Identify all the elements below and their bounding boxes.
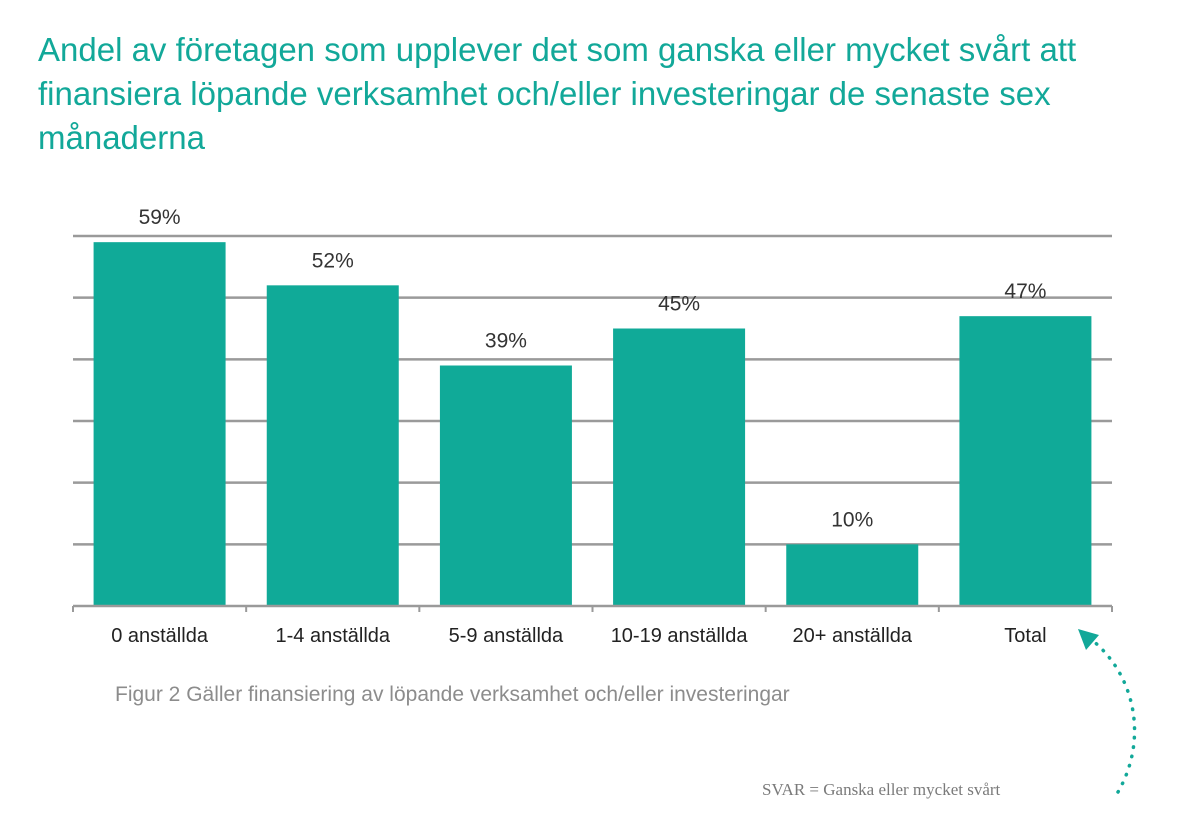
- bars: [93, 242, 1092, 606]
- bar: [786, 544, 919, 606]
- value-label: 45%: [658, 293, 700, 316]
- gridlines: [73, 234, 1112, 546]
- value-label: 47%: [1004, 280, 1046, 303]
- figure-caption: Figur 2 Gäller finansiering av löpande v…: [115, 683, 790, 706]
- x-tick-label: Total: [1004, 625, 1046, 647]
- value-labels: 59% 52% 39% 45% 10% 47%: [139, 206, 1047, 531]
- x-tick-label: 20+ anställda: [792, 625, 912, 647]
- bar: [93, 242, 226, 606]
- value-label: 10%: [831, 508, 873, 531]
- x-axis: [72, 604, 1113, 612]
- dotted-arrow-icon: [1078, 629, 1137, 794]
- x-tick-labels: 0 anställda 1-4 anställda 5-9 anställda 10-…: [111, 625, 1046, 647]
- bar: [266, 285, 399, 606]
- x-tick-label: 1-4 anställda: [275, 625, 390, 647]
- x-tick-label: 5-9 anställda: [449, 625, 564, 647]
- x-tick-label: 0 anställda: [111, 625, 209, 647]
- chart-title: Andel av företagen som upplever det som …: [38, 31, 1077, 156]
- bar: [613, 328, 746, 606]
- answer-note: SVAR = Ganska eller mycket svårt: [762, 780, 1001, 799]
- x-tick-label: 10-19 anställda: [611, 625, 749, 647]
- bar: [439, 365, 572, 606]
- value-label: 39%: [485, 330, 527, 353]
- value-label: 59%: [139, 206, 181, 229]
- bar: [959, 316, 1092, 606]
- value-label: 52%: [312, 249, 354, 272]
